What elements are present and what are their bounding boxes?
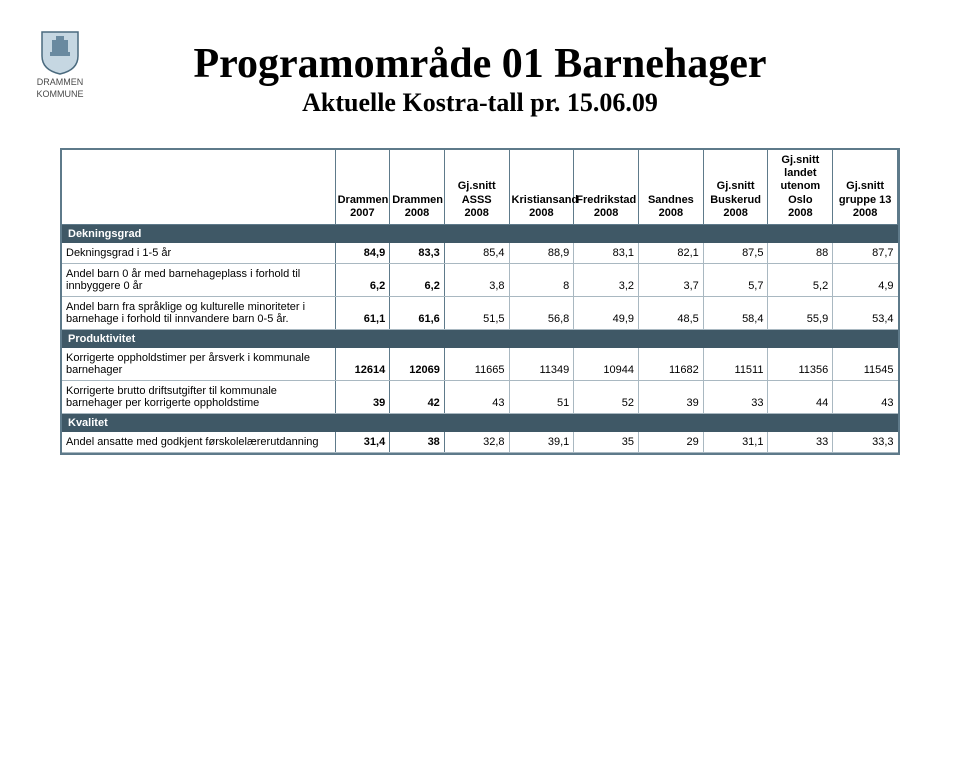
cell: 33 [768, 432, 833, 453]
section-header: Produktivitet [62, 329, 898, 348]
cell: 12614 [335, 348, 390, 381]
cell: 83,1 [574, 243, 639, 264]
cell: 8 [509, 263, 574, 296]
cell: 4,9 [833, 263, 898, 296]
row-label: Korrigerte oppholdstimer per årsverk i k… [62, 348, 335, 381]
cell: 49,9 [574, 296, 639, 329]
row-label: Andel ansatte med godkjent førskolelærer… [62, 432, 335, 453]
table-row: Dekningsgrad i 1-5 år84,983,385,488,983,… [62, 243, 898, 264]
cell: 11545 [833, 348, 898, 381]
cell: 43 [833, 380, 898, 413]
cell: 51,5 [444, 296, 509, 329]
page-title: Programområde 01 Barnehager [60, 40, 900, 88]
cell: 3,2 [574, 263, 639, 296]
cell: 39 [335, 380, 390, 413]
table-row: Korrigerte oppholdstimer per årsverk i k… [62, 348, 898, 381]
table-row: Andel barn 0 år med barnehageplass i for… [62, 263, 898, 296]
cell: 39 [639, 380, 704, 413]
cell: 10944 [574, 348, 639, 381]
cell: 31,4 [335, 432, 390, 453]
cell: 82,1 [639, 243, 704, 264]
cell: 11511 [703, 348, 768, 381]
cell: 44 [768, 380, 833, 413]
title-block: Programområde 01 Barnehager Aktuelle Kos… [60, 40, 900, 118]
section-header-row: Produktivitet [62, 329, 898, 348]
cell: 3,8 [444, 263, 509, 296]
header-col: Gj.snittlandet utenom Oslo2008 [768, 150, 833, 224]
cell: 35 [574, 432, 639, 453]
header-col: Gj.snittgruppe 132008 [833, 150, 898, 224]
cell: 33 [703, 380, 768, 413]
cell: 52 [574, 380, 639, 413]
header-col: Drammen2008 [390, 150, 445, 224]
section-header-row: Kvalitet [62, 413, 898, 432]
cell: 11349 [509, 348, 574, 381]
cell: 87,7 [833, 243, 898, 264]
header-col: Drammen2007 [335, 150, 390, 224]
page-subtitle: Aktuelle Kostra-tall pr. 15.06.09 [60, 88, 900, 118]
data-table-container: Drammen2007Drammen2008Gj.snittASSS2008Kr… [60, 148, 900, 455]
cell: 3,7 [639, 263, 704, 296]
header-col: Kristiansand2008 [509, 150, 574, 224]
cell: 84,9 [335, 243, 390, 264]
cell: 6,2 [335, 263, 390, 296]
cell: 33,3 [833, 432, 898, 453]
row-label: Korrigerte brutto driftsutgifter til kom… [62, 380, 335, 413]
cell: 31,1 [703, 432, 768, 453]
cell: 56,8 [509, 296, 574, 329]
section-header-row: Dekningsgrad [62, 224, 898, 243]
cell: 29 [639, 432, 704, 453]
cell: 32,8 [444, 432, 509, 453]
kostra-table: Drammen2007Drammen2008Gj.snittASSS2008Kr… [62, 150, 898, 453]
table-head: Drammen2007Drammen2008Gj.snittASSS2008Kr… [62, 150, 898, 224]
cell: 85,4 [444, 243, 509, 264]
section-header: Dekningsgrad [62, 224, 898, 243]
cell: 6,2 [390, 263, 445, 296]
section-header: Kvalitet [62, 413, 898, 432]
cell: 51 [509, 380, 574, 413]
table-row: Andel barn fra språklige og kulturelle m… [62, 296, 898, 329]
cell: 83,3 [390, 243, 445, 264]
cell: 88 [768, 243, 833, 264]
cell: 58,4 [703, 296, 768, 329]
table-row: Andel ansatte med godkjent førskolelærer… [62, 432, 898, 453]
cell: 48,5 [639, 296, 704, 329]
table-body: DekningsgradDekningsgrad i 1-5 år84,983,… [62, 224, 898, 452]
row-label: Andel barn fra språklige og kulturelle m… [62, 296, 335, 329]
cell: 39,1 [509, 432, 574, 453]
cell: 88,9 [509, 243, 574, 264]
row-label: Dekningsgrad i 1-5 år [62, 243, 335, 264]
header-col: Fredrikstad2008 [574, 150, 639, 224]
header-col: Gj.snittASSS2008 [444, 150, 509, 224]
cell: 87,5 [703, 243, 768, 264]
cell: 61,1 [335, 296, 390, 329]
header-label [62, 150, 335, 224]
cell: 5,7 [703, 263, 768, 296]
cell: 11356 [768, 348, 833, 381]
logo-text-1: DRAMMEN [30, 78, 90, 88]
cell: 38 [390, 432, 445, 453]
header-col: Gj.snittBuskerud2008 [703, 150, 768, 224]
cell: 11682 [639, 348, 704, 381]
table-row: Korrigerte brutto driftsutgifter til kom… [62, 380, 898, 413]
cell: 12069 [390, 348, 445, 381]
row-label: Andel barn 0 år med barnehageplass i for… [62, 263, 335, 296]
logo-text-2: KOMMUNE [30, 90, 90, 100]
cell: 43 [444, 380, 509, 413]
cell: 11665 [444, 348, 509, 381]
cell: 5,2 [768, 263, 833, 296]
cell: 42 [390, 380, 445, 413]
cell: 61,6 [390, 296, 445, 329]
logo-block: DRAMMEN KOMMUNE [30, 30, 90, 100]
cell: 53,4 [833, 296, 898, 329]
header-col: Sandnes2008 [639, 150, 704, 224]
cell: 55,9 [768, 296, 833, 329]
shield-icon [40, 30, 80, 76]
